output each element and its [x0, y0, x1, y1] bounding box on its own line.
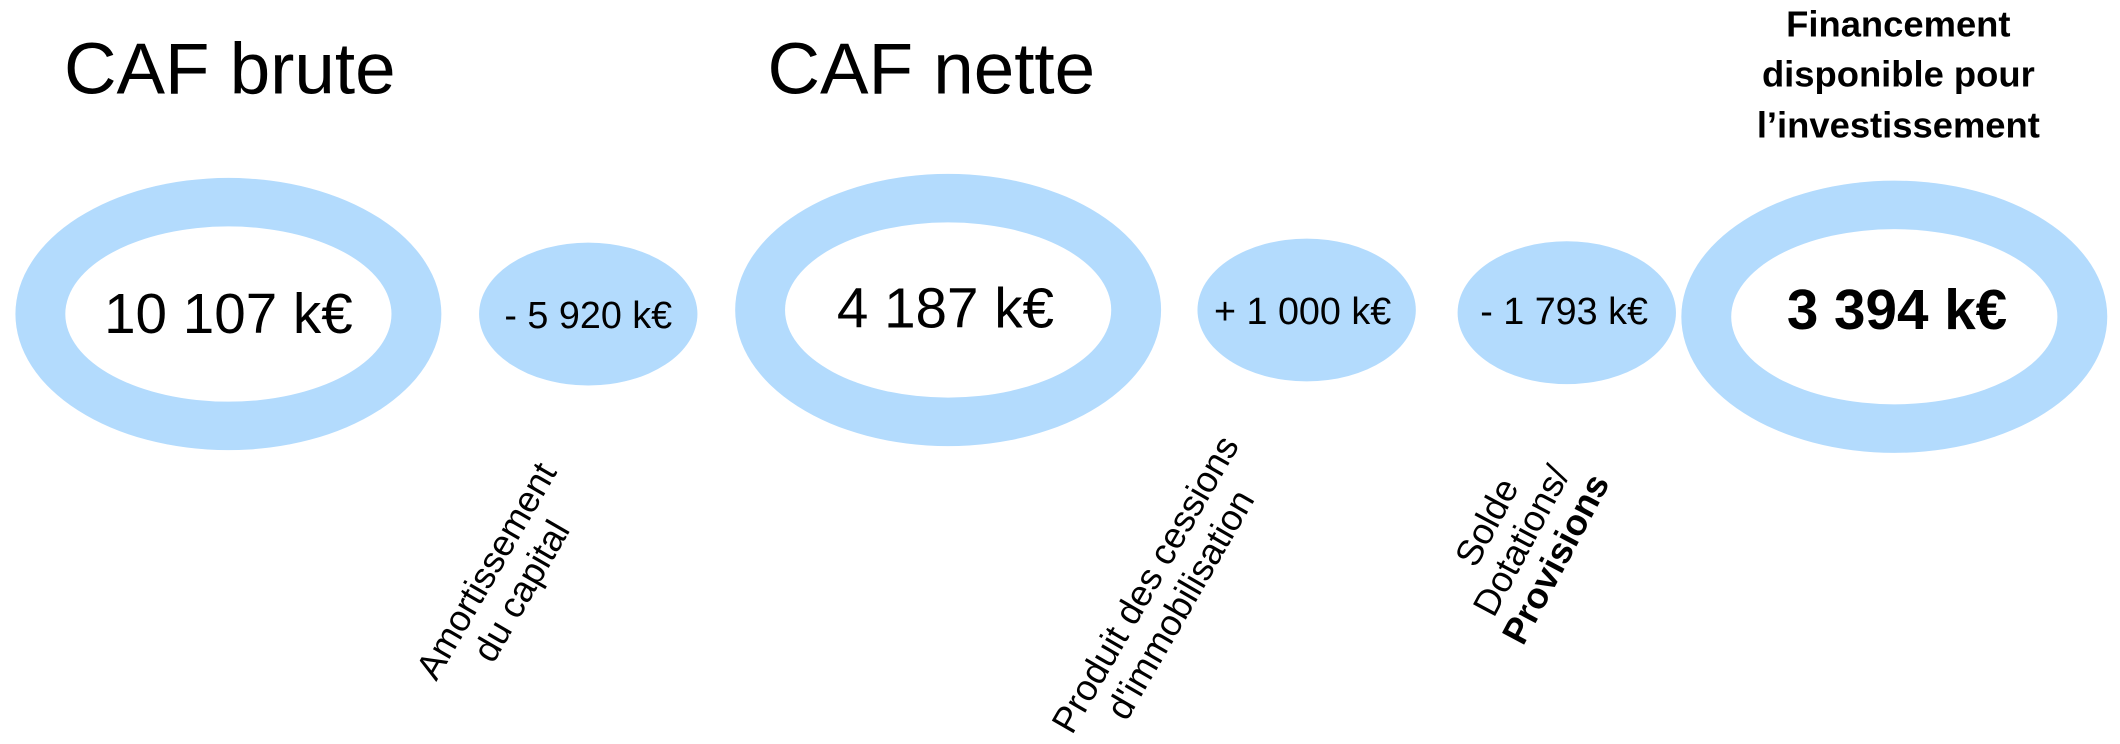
bubble — [1197, 238, 1416, 382]
ring-hole — [785, 222, 1112, 398]
value: 3 394 k€ — [1787, 278, 2007, 341]
title: disponible pour — [1762, 53, 2035, 94]
value: 4 187 k€ — [837, 277, 1054, 340]
value: - 1 793 k€ — [1480, 290, 1648, 332]
label-group: Amortissement du capital — [408, 455, 578, 686]
ring-hole — [1731, 229, 2058, 405]
value: - 5 920 k€ — [504, 294, 672, 336]
ring-hole — [65, 226, 392, 402]
title: l’investissement — [1757, 105, 2040, 146]
label-group: Produit des cessions d'immobilisation — [1043, 429, 1262, 740]
title: Financement — [1786, 4, 2010, 45]
title: CAF nette — [768, 28, 1096, 109]
title: CAF brute — [64, 28, 396, 109]
value: + 1 000 k€ — [1214, 290, 1391, 332]
bubble — [1457, 241, 1676, 385]
bubble — [479, 242, 698, 386]
value: 10 107 k€ — [104, 282, 353, 345]
label-group: Solde Dotations/ Provisions — [1447, 458, 1618, 651]
